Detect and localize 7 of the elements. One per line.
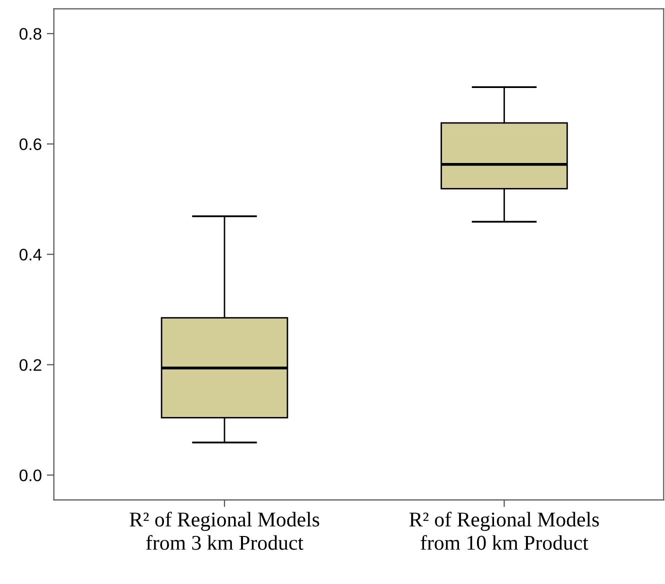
y-tick-label: 0.6 [20,138,42,150]
y-tick-label: 0.4 [20,248,42,261]
y-tick-label: 0.0 [20,469,42,482]
y-tick-label: 0.8 [20,28,42,40]
y-tick-label: 0.2 [20,359,42,371]
x-tick-label: R² of Regional Models from 3 km Product [130,512,320,550]
x-tick-label: R² of Regional Models from 10 km Product [409,512,599,550]
